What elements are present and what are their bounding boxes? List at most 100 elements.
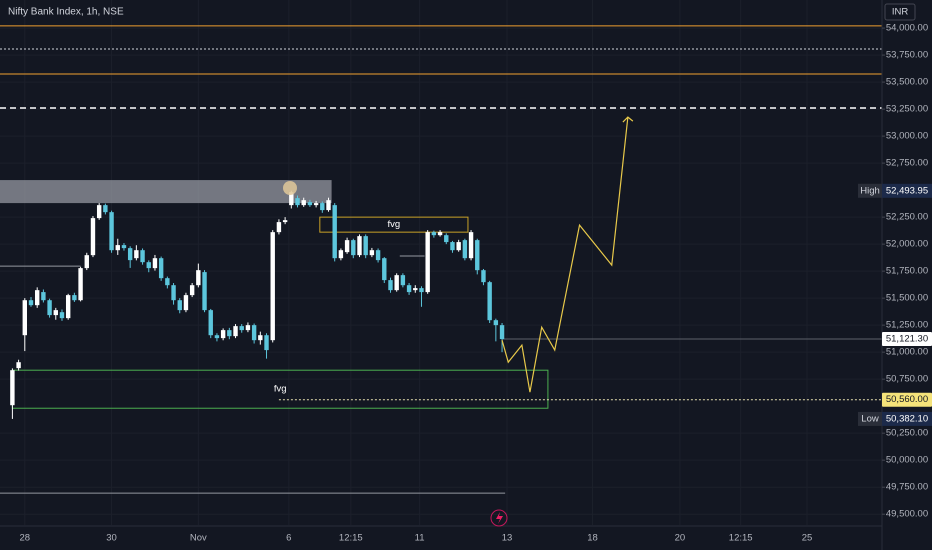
y-tick-label: 52,750.00 [886,158,928,169]
candle-body [493,320,499,326]
y-tick-label: 52,250.00 [886,212,928,223]
candle-body [214,335,220,339]
candle-body [375,250,381,261]
marker-name-box [858,183,882,198]
x-tick-label: 11 [415,533,425,544]
candle-body [127,248,133,261]
price-tag-label: 51,121.30 [886,334,928,345]
candle-body [487,282,492,321]
candle-body [388,280,393,291]
x-tick-label: 12:15 [729,533,753,544]
candle-body [134,250,139,259]
marker-name: Low [861,413,879,424]
candle-body [264,335,269,351]
candle-body [158,258,164,279]
candle-body [400,275,406,286]
candle-body [313,203,319,206]
candle-body [140,250,145,263]
candle-body [450,242,455,251]
candle-body [338,250,344,259]
currency-box[interactable] [884,3,916,21]
y-tick-label: 51,500.00 [886,293,928,304]
flash-icon[interactable] [490,509,508,527]
zone [0,180,332,204]
candle-body [307,202,313,206]
y-tick-label: 51,250.00 [886,320,928,331]
candle-body [165,278,170,286]
candle-body [16,362,21,369]
y-tick-label: 49,750.00 [886,482,928,493]
candle-body [251,325,257,341]
y-tick-label: 51,750.00 [886,266,928,277]
currency[interactable]: INR [892,7,909,18]
event-marker[interactable] [283,181,297,195]
marker-value-box [882,411,932,426]
candle-body [282,220,288,223]
zone-label: fvg [388,219,401,230]
candle-body [227,330,232,337]
candle-body [109,212,114,251]
y-tick-label: 50,750.00 [886,374,928,385]
candle-body [152,258,158,269]
candle-body [59,312,65,319]
candle-body [177,300,182,311]
candle-body [468,232,474,259]
candle-body [499,325,505,340]
candle-body [220,330,226,339]
y-tick-label: 50,250.00 [886,428,928,439]
projection-arrow [622,116,634,123]
candle-body [326,200,331,211]
candle-body [115,245,120,251]
chart-title: Nifty Bank Index, 1h, NSE [8,7,124,18]
candle-body [363,236,368,256]
candle-body [245,325,251,331]
candle-body [258,335,263,341]
x-tick-label: 28 [20,533,31,544]
candle-body [320,203,325,211]
candle-body [425,232,430,293]
candle-body [84,255,89,269]
x-tick-label: 25 [802,533,813,544]
x-tick-label: 18 [587,533,598,544]
y-tick-label: 53,000.00 [886,131,928,142]
marker-value-box [882,183,932,198]
candle-body [53,310,58,316]
x-tick-label: 6 [286,533,291,544]
candle-body [295,198,300,206]
x-tick-label: 12:15 [339,533,363,544]
candle-body [351,240,356,256]
y-tick-label: 54,000.00 [886,23,928,34]
candle-body [437,232,443,236]
candle-body [183,295,189,311]
candle-body [406,285,412,293]
candle-body [103,205,108,213]
candle-body [90,218,96,256]
x-tick-label: 13 [502,533,513,544]
price-tag-label: 50,560.00 [886,394,928,405]
candle-body [146,262,151,269]
x-tick-label: 20 [675,533,686,544]
zone [319,216,469,233]
y-tick-label: 51,000.00 [886,347,928,358]
candle-body [28,300,34,306]
price-tag [882,392,932,407]
candle-body [357,236,362,256]
candle-body [72,295,77,301]
candle-body [121,245,127,249]
y-tick-label: 53,500.00 [886,77,928,88]
candle-body [171,285,176,301]
candle-body [65,295,71,319]
x-tick-label: 30 [106,533,117,544]
price-tag [882,332,932,347]
candle-body [41,292,46,301]
candle-body [10,370,15,406]
candle-body [475,240,480,271]
candle-body [431,232,437,236]
y-tick-label: 53,750.00 [886,50,928,61]
candle-body [96,205,102,219]
candle-body [462,240,468,259]
candle-body [382,258,387,281]
candle-body [34,290,40,306]
candle-body [208,310,213,336]
